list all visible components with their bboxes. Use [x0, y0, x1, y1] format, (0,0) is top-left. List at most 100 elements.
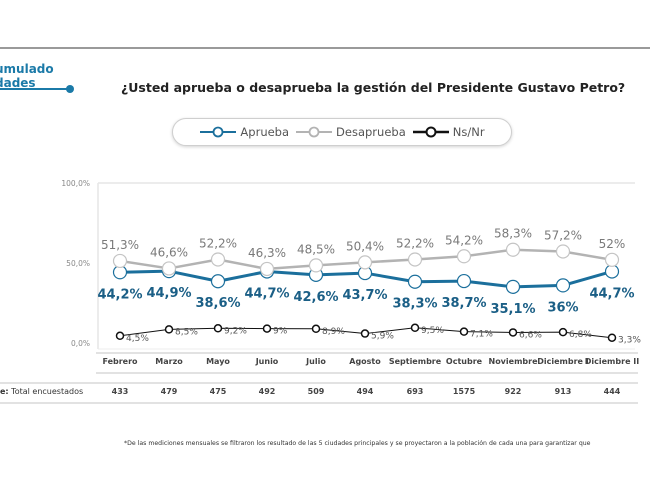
respondents-count-cell: 509	[307, 387, 325, 396]
data-label-aprueba: 38,6%	[195, 296, 240, 311]
month-header-cell: Noviembre	[488, 357, 538, 366]
legend-label-aprueba: Aprueba	[240, 125, 290, 139]
legend-item-nsnr: Ns/Nr	[412, 125, 485, 139]
month-header-cell: Mayo	[206, 357, 230, 366]
y-tick-label: 0,0%	[71, 339, 90, 348]
data-point-desaprueba	[505, 242, 521, 257]
respondents-count-cell: 479	[160, 387, 178, 396]
respondents-label-prefix: e:	[0, 387, 9, 396]
data-point-nsnr	[115, 331, 125, 341]
data-label-nsnr: 8,9%	[322, 327, 345, 337]
data-label-desaprueba: 52,2%	[199, 236, 237, 250]
legend-item-desaprueba: Desaprueba	[295, 125, 406, 139]
data-label-aprueba: 38,7%	[441, 296, 486, 311]
data-label-desaprueba: 52%	[599, 237, 626, 251]
data-label-nsnr: 7,1%	[470, 330, 493, 340]
data-point-nsnr	[262, 324, 272, 333]
data-point-nsnr	[213, 324, 223, 333]
data-point-nsnr	[607, 333, 617, 342]
respondents-label-text: Total encuestados	[8, 387, 84, 396]
data-label-aprueba: 35,1%	[490, 302, 535, 317]
chart-title: ¿Usted aprueba o desaprueba la gestión d…	[121, 80, 626, 95]
data-point-aprueba	[505, 279, 521, 294]
data-label-nsnr: 4,5%	[126, 334, 149, 344]
month-header-cell: Septiembre	[388, 357, 442, 366]
data-label-desaprueba: 52,2%	[396, 236, 434, 250]
y-tick-label: 100,0%	[61, 179, 90, 188]
data-label-desaprueba: 46,3%	[248, 246, 286, 260]
respondents-count-cell: 492	[258, 387, 276, 396]
data-label-desaprueba: 54,2%	[445, 233, 483, 247]
data-label-desaprueba: 48,5%	[297, 242, 335, 256]
data-point-desaprueba	[161, 261, 177, 276]
data-point-desaprueba	[604, 252, 620, 267]
data-label-nsnr: 8,5%	[175, 327, 198, 337]
month-header-cell: Marzo	[155, 357, 183, 366]
data-label-nsnr: 6,6%	[519, 330, 542, 340]
respondents-count-cell: 913	[554, 387, 572, 396]
data-label-nsnr: 3,3%	[618, 336, 641, 346]
data-label-desaprueba: 51,3%	[101, 238, 139, 252]
data-point-aprueba	[555, 278, 571, 293]
top-divider	[0, 47, 650, 49]
data-point-nsnr	[459, 327, 469, 336]
data-label-desaprueba: 46,6%	[150, 245, 188, 259]
data-label-aprueba: 44,7%	[589, 286, 634, 301]
month-header-cell: Octubre	[445, 357, 483, 366]
section-label-line2: dades	[0, 76, 36, 90]
data-label-nsnr: 9%	[273, 327, 288, 337]
legend-marker-nsnr-icon	[412, 126, 449, 138]
data-label-aprueba: 43,7%	[342, 288, 387, 303]
section-label-line1: umulado	[0, 62, 54, 76]
legend: Aprueba Desaprueba Ns/Nr	[172, 118, 512, 146]
data-point-aprueba	[210, 274, 226, 289]
section-underline	[0, 88, 68, 90]
data-label-nsnr: 9,2%	[224, 326, 247, 336]
respondents-count-cell: 1575	[452, 387, 476, 396]
data-label-desaprueba: 58,3%	[494, 227, 532, 241]
data-label-desaprueba: 57,2%	[544, 228, 582, 242]
respondents-count-cell: 693	[406, 387, 424, 396]
data-point-desaprueba	[259, 261, 275, 277]
month-header-cell: Junio	[255, 357, 279, 366]
y-tick-label: 50,0%	[66, 259, 90, 268]
data-label-aprueba: 44,7%	[244, 286, 289, 301]
data-label-aprueba: 44,2%	[97, 287, 142, 302]
data-point-nsnr	[508, 328, 518, 337]
data-point-desaprueba	[308, 258, 324, 273]
data-label-nsnr: 5,9%	[371, 332, 394, 342]
data-label-aprueba: 36%	[547, 300, 578, 315]
data-point-nsnr	[558, 327, 568, 337]
footnote: *De las mediciones mensuales se filtraro…	[124, 440, 591, 447]
data-point-desaprueba	[407, 252, 423, 267]
section-dot-icon	[66, 85, 74, 93]
data-point-aprueba	[604, 264, 620, 279]
data-point-nsnr	[360, 329, 370, 338]
legend-label-nsnr: Ns/Nr	[452, 125, 485, 139]
month-header-cell: Agosto	[349, 357, 381, 366]
data-point-nsnr	[164, 325, 174, 334]
data-point-nsnr	[311, 324, 321, 334]
month-header-cell: Diciembre II	[584, 357, 640, 366]
respondents-count-cell: 475	[209, 387, 227, 396]
respondents-row-label: e: Total encuestados	[0, 387, 83, 396]
data-label-desaprueba: 50,4%	[346, 239, 384, 253]
respondents-count-cell: 444	[603, 387, 621, 396]
data-point-aprueba	[407, 274, 423, 289]
data-point-desaprueba	[210, 252, 226, 267]
section-label: umulado dades	[0, 62, 54, 90]
legend-item-aprueba: Aprueba	[199, 125, 289, 139]
legend-label-desaprueba: Desaprueba	[336, 125, 406, 139]
month-header-cell: Diciembre I	[537, 357, 589, 366]
data-label-aprueba: 44,9%	[146, 286, 191, 301]
respondents-count-cell: 494	[356, 387, 374, 396]
data-point-desaprueba	[357, 255, 373, 270]
data-point-desaprueba	[555, 244, 571, 259]
data-point-nsnr	[410, 323, 420, 333]
data-point-desaprueba	[456, 249, 472, 264]
data-label-nsnr: 9,5%	[421, 326, 444, 336]
month-header-cell: Julio	[306, 357, 326, 366]
respondents-count-cell: 433	[111, 387, 129, 396]
legend-marker-aprueba-icon	[200, 126, 237, 138]
